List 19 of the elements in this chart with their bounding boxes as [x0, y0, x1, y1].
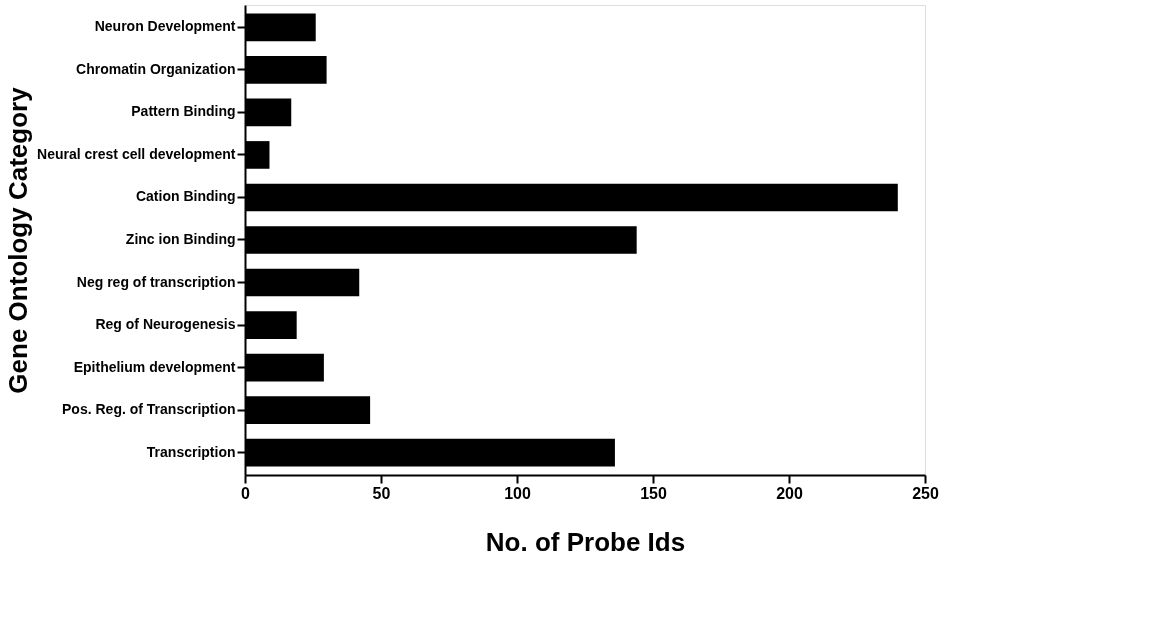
y-tick-label: Transcription [146, 443, 236, 460]
y-axis-title: Gene Ontology Category [2, 86, 33, 394]
y-tick-label: Cation Binding [135, 188, 236, 205]
y-tick-label: Neural crest cell development [37, 145, 236, 162]
x-tick-label: 100 [504, 484, 531, 502]
y-tick-label: Reg of Neurogenesis [95, 316, 236, 333]
x-tick-label: 200 [776, 484, 803, 502]
y-tick-label: Neuron Development [94, 18, 236, 35]
x-tick-label: 50 [372, 484, 391, 502]
y-tick-label: Pattern Binding [131, 103, 236, 120]
x-tick-label: 250 [912, 484, 939, 502]
y-tick-label: Pos. Reg. of Transcription [62, 401, 236, 418]
x-axis-title: No. of Probe Ids [485, 526, 686, 557]
y-tick-label: Chromatin Organization [76, 60, 236, 77]
y-tick-label: Zinc ion Binding [125, 231, 236, 247]
x-tick-label: 0 [241, 484, 251, 502]
y-tick-label: Epithelium development [73, 358, 236, 375]
y-tick-label: Neg reg of transcription [76, 273, 236, 290]
x-tick-label: 150 [640, 484, 667, 502]
